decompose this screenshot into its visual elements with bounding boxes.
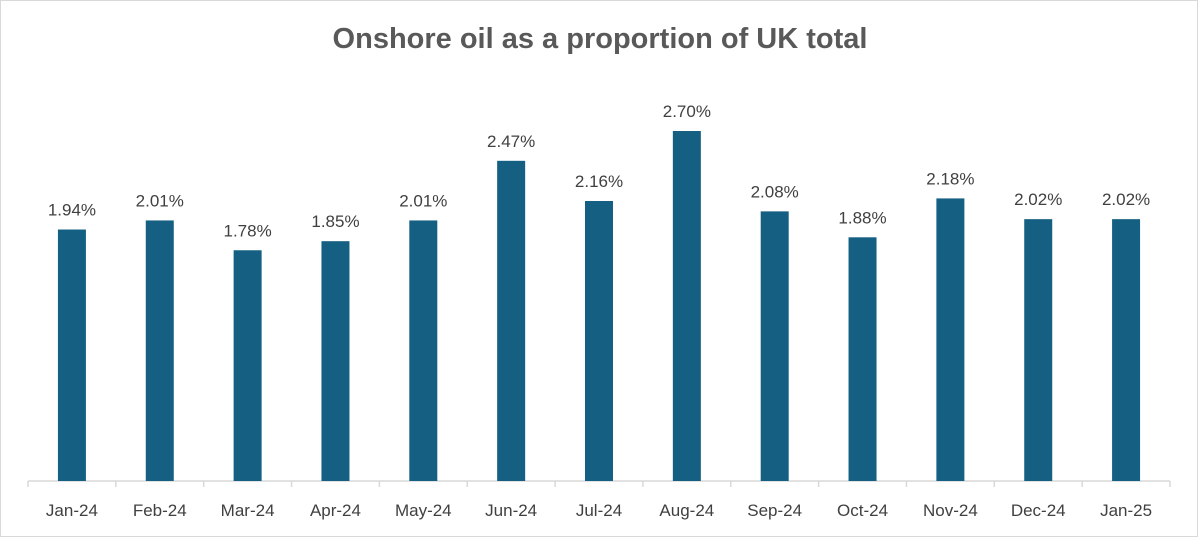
data-label-mar-24: 1.78% bbox=[224, 221, 272, 240]
category-label-may-24: May-24 bbox=[395, 501, 452, 520]
bar-feb-24 bbox=[145, 220, 174, 481]
category-label-nov-24: Nov-24 bbox=[923, 501, 978, 520]
category-label-jan-25: Jan-25 bbox=[1100, 501, 1152, 520]
data-label-apr-24: 1.85% bbox=[311, 212, 359, 231]
category-label-jul-24: Jul-24 bbox=[576, 501, 622, 520]
data-label-oct-24: 1.88% bbox=[838, 208, 886, 227]
chart-title: Onshore oil as a proportion of UK total bbox=[332, 23, 868, 55]
data-label-dec-24: 2.02% bbox=[1014, 190, 1062, 209]
data-label-nov-24: 2.18% bbox=[926, 169, 974, 188]
data-label-jul-24: 2.16% bbox=[575, 172, 623, 191]
bar-dec-24 bbox=[1024, 219, 1053, 482]
data-label-sep-24: 2.08% bbox=[751, 182, 799, 201]
bar-jul-24 bbox=[585, 201, 613, 481]
bar-jan-24 bbox=[57, 229, 86, 481]
x-axis-ticks bbox=[27, 481, 1171, 487]
category-label-apr-24: Apr-24 bbox=[310, 501, 361, 520]
category-label-jan-24: Jan-24 bbox=[46, 501, 98, 520]
data-label-may-24: 2.01% bbox=[399, 191, 447, 210]
data-label-feb-24: 2.01% bbox=[136, 191, 184, 210]
bar-oct-24 bbox=[848, 237, 877, 481]
category-label-dec-24: Dec-24 bbox=[1011, 501, 1066, 520]
bar-sep-24 bbox=[760, 211, 789, 482]
bar-jan-25 bbox=[1112, 219, 1141, 482]
bars bbox=[57, 131, 1141, 482]
bar-aug-24 bbox=[672, 131, 701, 481]
bar-may-24 bbox=[409, 220, 438, 481]
data-label-aug-24: 2.70% bbox=[663, 102, 711, 121]
category-label-oct-24: Oct-24 bbox=[837, 501, 888, 520]
data-label-jan-24: 1.94% bbox=[48, 201, 96, 220]
data-labels: 1.94% 2.01% 1.78% 1.85% 2.01% 2.47% 2.16% 2.70%… bbox=[48, 102, 1150, 240]
category-labels: Jan-24 Feb-24 Mar-24 Apr-24 May-24 Jun-24 Jul-… bbox=[46, 501, 1152, 520]
bar-jun-24 bbox=[497, 160, 526, 481]
data-label-jun-24: 2.47% bbox=[487, 132, 535, 151]
category-label-sep-24: Sep-24 bbox=[747, 501, 802, 520]
category-label-aug-24: Aug-24 bbox=[659, 501, 714, 520]
bar-nov-24 bbox=[936, 198, 965, 481]
category-label-mar-24: Mar-24 bbox=[221, 501, 275, 520]
bar-mar-24 bbox=[233, 250, 262, 481]
category-label-feb-24: Feb-24 bbox=[133, 501, 187, 520]
category-label-jun-24: Jun-24 bbox=[485, 501, 537, 520]
bar-apr-24 bbox=[321, 241, 350, 481]
data-label-jan-25: 2.02% bbox=[1102, 190, 1150, 209]
